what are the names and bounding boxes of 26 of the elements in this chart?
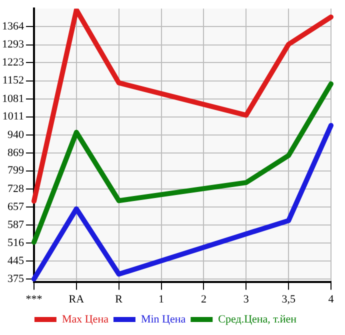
- y-tick-label: 1364: [2, 20, 24, 33]
- x-tick-label: RA: [68, 293, 84, 306]
- y-tick-label: 1152: [2, 74, 24, 87]
- x-tick-label: 4: [328, 293, 334, 306]
- y-tick-label: 1223: [2, 56, 24, 69]
- y-tick-label: 799: [8, 164, 24, 177]
- x-tick-label: R: [115, 293, 124, 306]
- y-tick-label: 375: [8, 272, 24, 285]
- y-tick-label: 657: [8, 200, 24, 213]
- y-tick-label: 587: [8, 218, 24, 231]
- legend-label: Min Цена: [140, 313, 186, 326]
- y-tick-label: 728: [8, 182, 24, 195]
- y-tick-label: 1293: [2, 38, 24, 51]
- y-tick-label: 869: [8, 146, 24, 159]
- legend-label: Max Цена: [62, 313, 109, 326]
- x-tick-label: 1: [158, 293, 164, 306]
- y-tick-label: 516: [8, 236, 24, 249]
- legend-label: Сред.Цена, т.йен: [218, 313, 297, 326]
- x-tick-label: 3,5: [282, 293, 296, 306]
- y-tick-label: 940: [8, 128, 24, 141]
- y-tick-label: 1081: [2, 92, 24, 105]
- x-tick-label: ***: [26, 293, 42, 306]
- y-tick-label: 445: [8, 255, 24, 268]
- x-tick-label: 3: [243, 293, 250, 306]
- y-tick-label: 1011: [2, 110, 24, 123]
- x-tick-label: 2: [200, 293, 206, 306]
